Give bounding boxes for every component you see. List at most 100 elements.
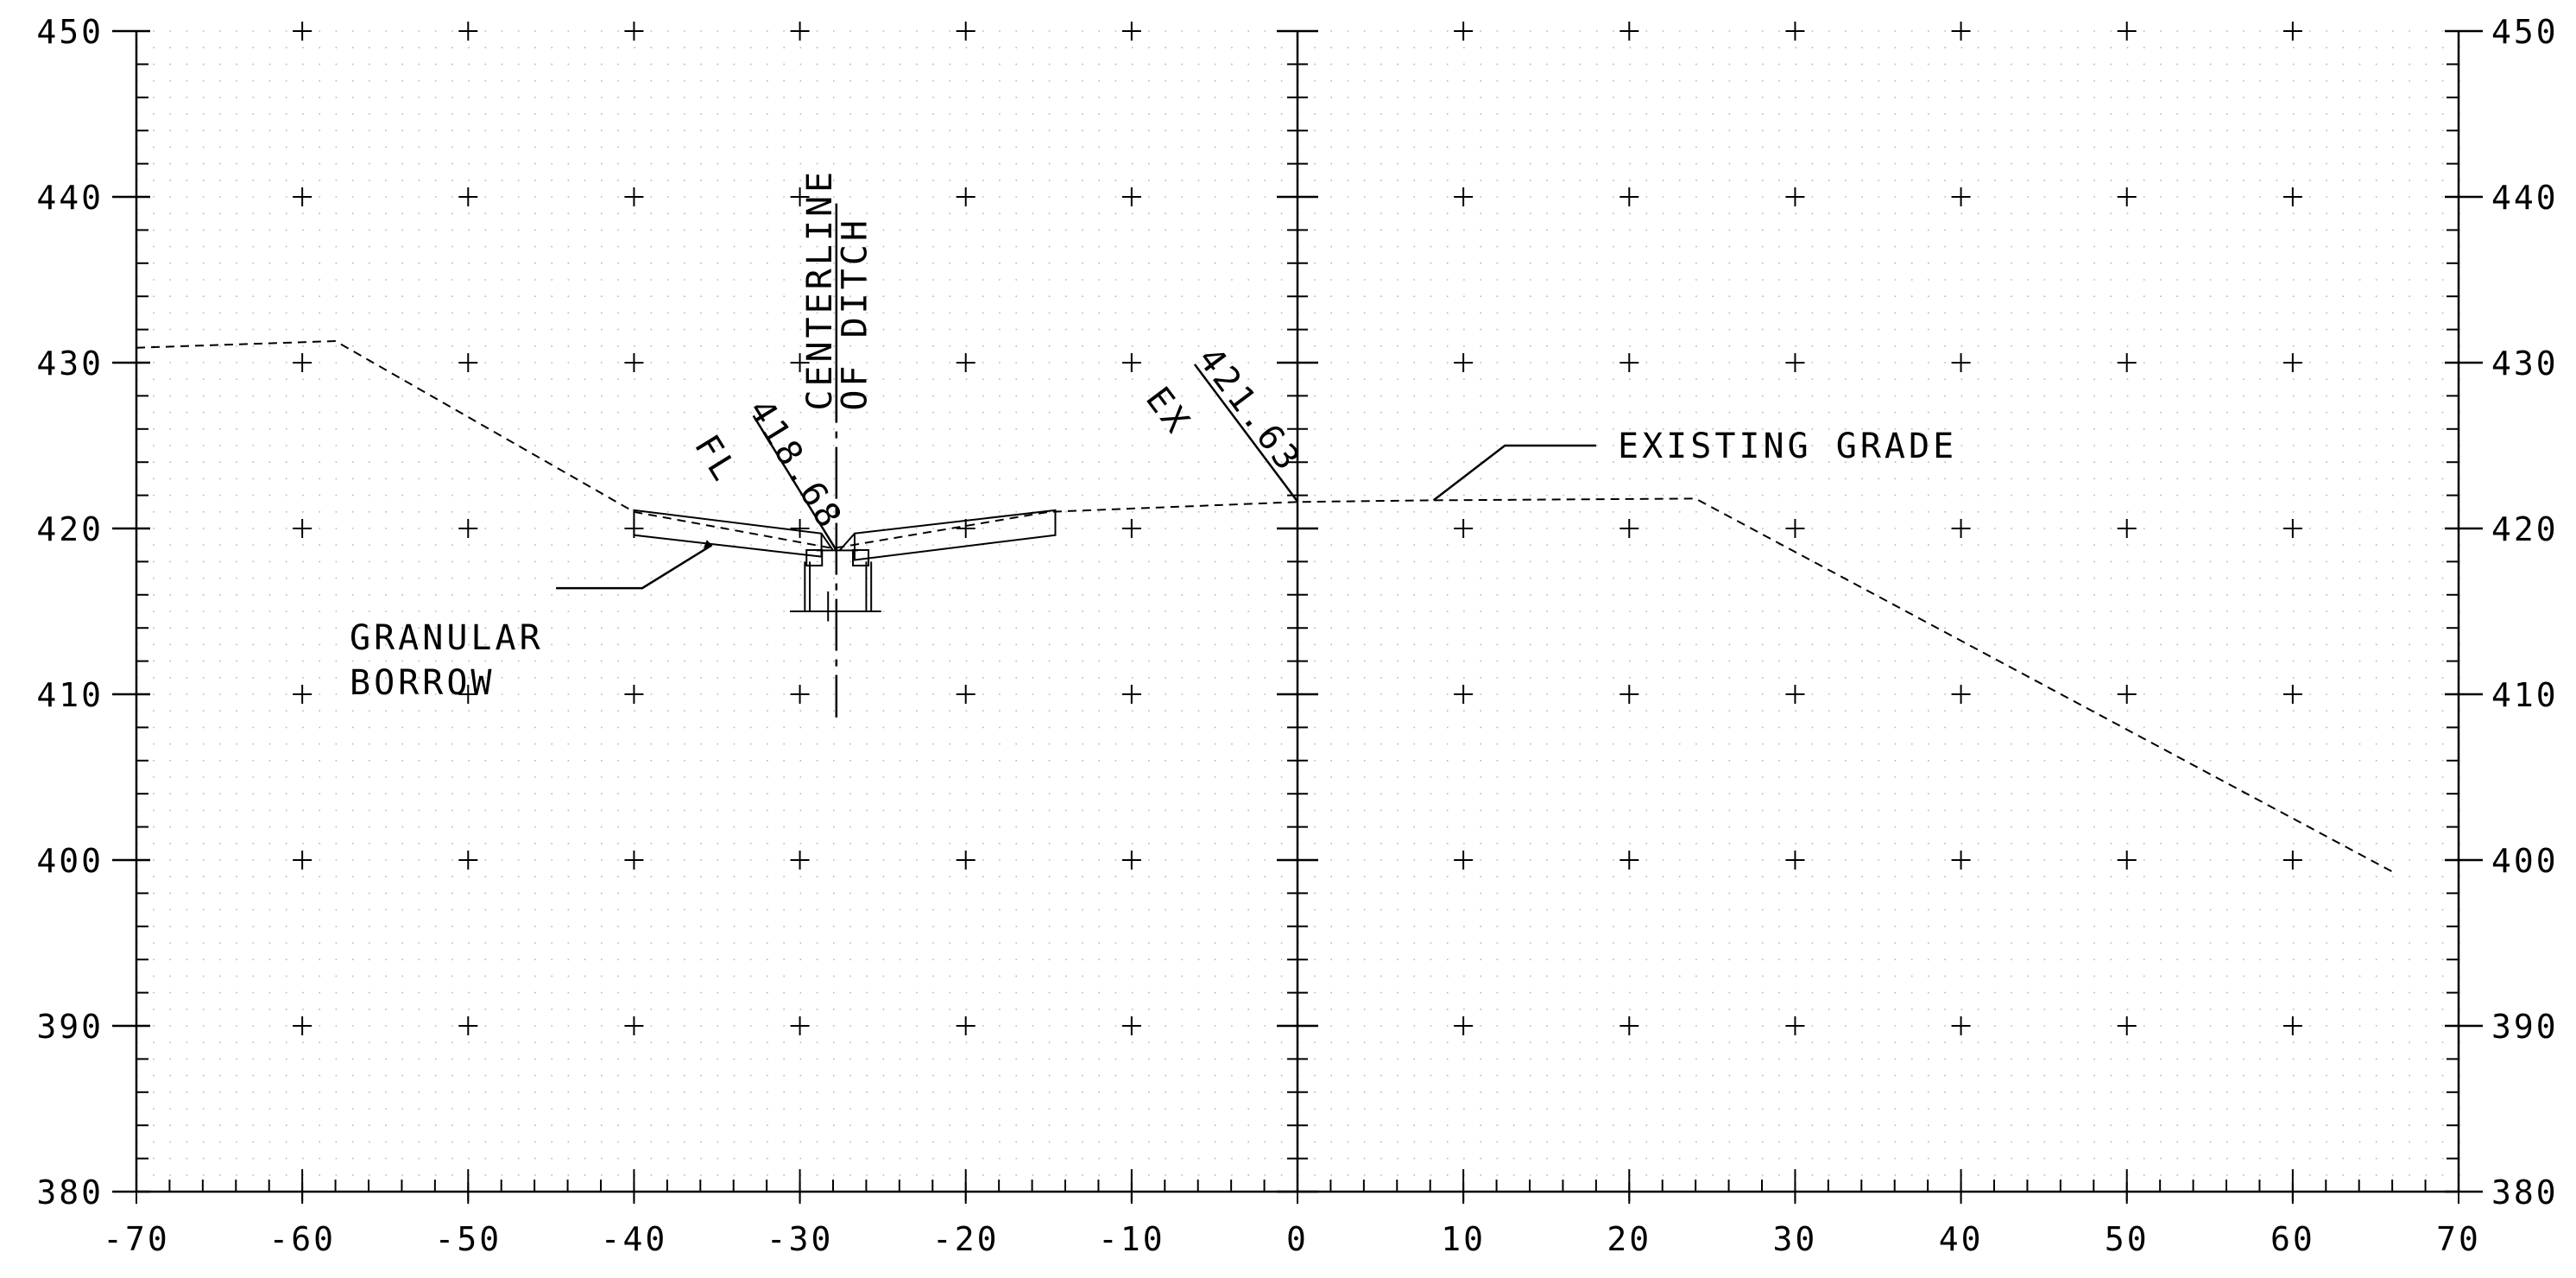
grid-plus-mark [458, 353, 478, 372]
existing-elev-code: EX [1138, 380, 1199, 443]
grid-plus-mark [790, 187, 810, 206]
grid-plus-mark [1785, 22, 1805, 41]
grid-plus-mark [1454, 519, 1474, 538]
x-tick-label: -60 [268, 1220, 336, 1258]
grid-plus-mark [624, 187, 644, 206]
grid-plus-mark [1454, 22, 1474, 41]
grid-plus-mark [2282, 187, 2302, 206]
grid-plus-mark [1121, 22, 1141, 41]
grid-plus-mark [790, 1016, 810, 1035]
grid-plus-mark [1951, 851, 1971, 870]
y-tick-label-left: 410 [36, 676, 104, 714]
y-tick-label-left: 390 [36, 1008, 104, 1046]
grid-plus-mark [1785, 1016, 1805, 1035]
grid-plus-mark [624, 22, 644, 41]
grid-plus-mark [956, 685, 975, 704]
grid-plus-mark [624, 685, 644, 704]
grid-plus-mark [624, 353, 644, 372]
grid-plus-mark [2117, 1016, 2137, 1035]
grid-plus-mark [1785, 353, 1805, 372]
x-tick-label: 10 [1441, 1220, 1486, 1258]
grid-plus-mark [1619, 685, 1639, 704]
existing-elev-label: 421.63 EX [1138, 340, 1309, 480]
grid-plus-mark [293, 851, 313, 870]
y-tick-label-right: 450 [2491, 13, 2559, 51]
grid-plus-mark [1951, 519, 1971, 538]
x-tick-label: 50 [2105, 1220, 2150, 1258]
x-tick-label: -30 [767, 1220, 834, 1258]
grid-plus-mark [293, 187, 313, 206]
grid-plus-mark [1951, 187, 1971, 206]
grid-plus-mark [1785, 851, 1805, 870]
grid-plus-mark [1454, 353, 1474, 372]
y-tick-label-left: 450 [36, 13, 104, 51]
grid-plus-mark [790, 353, 810, 372]
x-tick-label: 70 [2436, 1220, 2481, 1258]
x-tick-label: 30 [1773, 1220, 1818, 1258]
y-tick-label-right: 400 [2491, 842, 2559, 880]
grid-plus-mark [1121, 851, 1141, 870]
grid-plus-mark [2117, 187, 2137, 206]
centerline-text-line2: OF DITCH [835, 217, 874, 411]
ditch-inner-left [820, 533, 834, 551]
x-tick-label: 20 [1607, 1220, 1651, 1258]
grid-plus-mark [1619, 187, 1639, 206]
ditch-section [633, 370, 1057, 718]
grid-plus-mark [458, 22, 478, 41]
grid-plus-mark [293, 22, 313, 41]
flowline-label: 418.68 FL [686, 393, 850, 538]
grid-plus-mark [1121, 685, 1141, 704]
grid-plus-mark [1454, 851, 1474, 870]
grid-plus-mark [1121, 187, 1141, 206]
grid-plus-mark [2282, 519, 2302, 538]
x-tick-label: -50 [434, 1220, 502, 1258]
grid-plus-mark [1951, 685, 1971, 704]
grid-plus-mark [1785, 187, 1805, 206]
grid-plus-mark [1951, 1016, 1971, 1035]
granular-borrow-label-line1: GRANULAR [350, 618, 544, 658]
grid-plus-mark [956, 851, 975, 870]
grid-plus-mark [2282, 22, 2302, 41]
y-tick-label-right: 380 [2491, 1174, 2559, 1212]
y-axis-tick-labels: 380 380 390 390 400 400 410 410 420 420 430 430 440 4… [36, 13, 2559, 1212]
minor-ticks [136, 63, 2459, 1204]
grid-plus-mark [790, 685, 810, 704]
grid-plus-mark [2282, 685, 2302, 704]
y-tick-label-right: 430 [2491, 345, 2559, 383]
right-drain-box [852, 548, 870, 566]
y-tick-label-right: 420 [2491, 510, 2559, 548]
y-tick-label-right: 410 [2491, 676, 2559, 714]
existing-elev-value: 421.63 [1190, 340, 1309, 480]
centerline-text-line1: CENTERLINE [800, 168, 840, 411]
grid-plus-mark [293, 685, 313, 704]
existing-grade-label: EXISTING GRADE [1618, 427, 1957, 466]
left-drain-box [805, 548, 824, 566]
grid-plus-mark [1121, 353, 1141, 372]
grid-plus-mark [624, 1016, 644, 1035]
y-tick-label-left: 430 [36, 345, 104, 383]
grid-plus-mark [1121, 1016, 1141, 1035]
grid-plus-mark [790, 851, 810, 870]
grid-plus-mark [1785, 685, 1805, 704]
y-tick-label-left: 380 [36, 1174, 104, 1212]
grid-plus-mark [956, 1016, 975, 1035]
flowline-leader [752, 414, 837, 551]
grid-plus-mark [293, 519, 313, 538]
grid-plus-mark [458, 187, 478, 206]
x-axis-tick-labels: -70 -60 -50 -40 -30 -20 -10 0 10 20 30 40 50 60 70 [103, 1220, 2481, 1258]
grid-plus-mark [458, 519, 478, 538]
grid-plus-mark [293, 353, 313, 372]
existing-grade-leader [1432, 444, 1596, 502]
x-tick-label: -20 [932, 1220, 1000, 1258]
granular-borrow-leader [556, 544, 713, 590]
grid-plus-mark [790, 519, 810, 538]
grid-plus-mark [1454, 685, 1474, 704]
y-tick-label-left: 400 [36, 842, 104, 880]
grid-plus-mark [1951, 353, 1971, 372]
ditch-inner-right [838, 533, 856, 552]
grid-plus-mark [1619, 22, 1639, 41]
grid-plus-mark [1619, 353, 1639, 372]
x-tick-label: 40 [1939, 1220, 1984, 1258]
grid-plus-mark [1785, 519, 1805, 538]
